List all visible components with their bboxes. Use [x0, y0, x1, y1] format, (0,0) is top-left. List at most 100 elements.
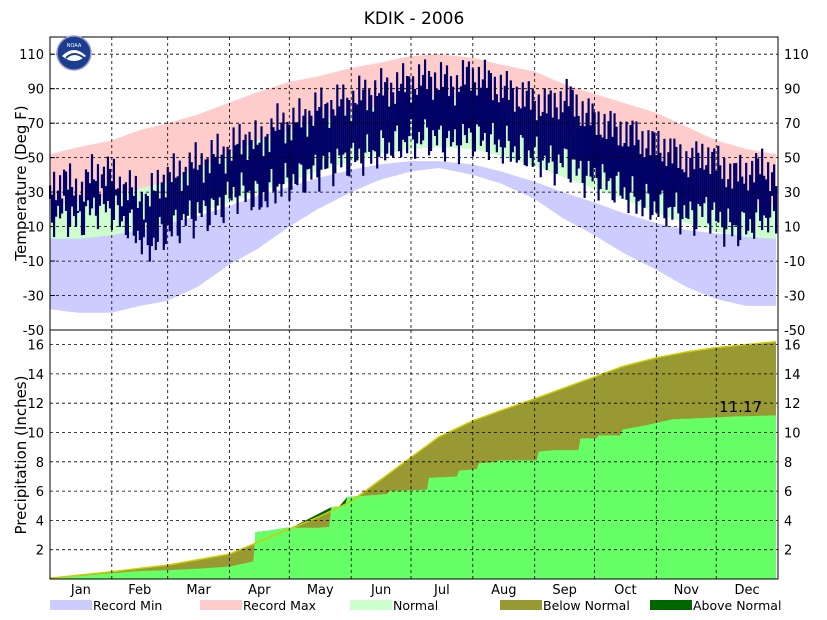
daily-temp-bar	[735, 163, 738, 226]
daily-temp-bar	[358, 75, 361, 149]
month-label: Nov	[674, 583, 700, 598]
temp-ytick-right: -30	[784, 290, 805, 305]
daily-temp-bar	[515, 86, 518, 163]
daily-temp-bar	[543, 88, 546, 156]
daily-temp-bar	[541, 111, 544, 161]
daily-temp-bar	[98, 193, 102, 206]
daily-temp-bar	[248, 131, 251, 191]
temp-ytick-left: 90	[27, 83, 44, 98]
daily-temp-bar	[230, 160, 233, 201]
daily-temp-bar	[427, 71, 431, 156]
daily-temp-bar	[360, 100, 363, 164]
daily-temp-bar	[527, 81, 530, 151]
daily-temp-bar	[447, 96, 451, 131]
daily-temp-bar	[585, 112, 588, 176]
daily-temp-bar	[575, 94, 578, 176]
daily-temp-bar	[607, 121, 610, 181]
daily-temp-bar	[671, 163, 674, 220]
daily-temp-bar	[142, 219, 145, 238]
legend-swatch	[350, 600, 392, 610]
daily-temp-bar	[769, 191, 772, 218]
daily-temp-bar	[761, 148, 764, 231]
daily-temp-bar	[729, 163, 732, 223]
noaa-logo-icon: NOAA	[56, 35, 92, 71]
daily-temp-bar	[629, 125, 632, 193]
daily-temp-bar	[653, 132, 656, 202]
daily-temp-bar	[96, 164, 100, 230]
daily-temp-bar	[467, 61, 471, 129]
daily-temp-bar	[639, 154, 642, 200]
precip-ytick-right: 12	[784, 397, 801, 412]
daily-temp-bar	[465, 66, 469, 143]
daily-temp-bar	[519, 108, 522, 135]
daily-temp-bar	[80, 181, 84, 236]
daily-temp-bar	[240, 154, 243, 173]
precipitation-total-annotation: 11.17	[719, 398, 762, 416]
daily-temp-bar	[218, 163, 221, 198]
daily-temp-bar	[66, 189, 70, 237]
daily-temp-bar	[641, 131, 644, 217]
daily-temp-bar	[491, 100, 494, 123]
daily-temp-bar	[398, 90, 401, 152]
precip-ytick-left: 8	[36, 456, 44, 471]
daily-temp-bar	[402, 63, 405, 140]
legend: Record Min Record Max Normal Below Normal Ab…	[50, 598, 781, 613]
daily-temp-bar	[529, 109, 532, 159]
daily-temp-bar	[62, 169, 66, 196]
daily-temp-bar	[709, 174, 712, 234]
daily-temp-bar	[737, 181, 740, 247]
daily-temp-bar	[188, 152, 191, 201]
legend-swatch	[200, 600, 242, 610]
daily-temp-bar	[771, 172, 774, 196]
daily-temp-bar	[755, 153, 758, 213]
daily-temp-bar	[340, 99, 343, 168]
month-label: Dec	[735, 583, 760, 598]
daily-temp-bar	[731, 188, 734, 237]
daily-temp-bar	[445, 65, 449, 139]
daily-temp-bar	[258, 142, 261, 210]
daily-temp-bar	[615, 126, 618, 176]
daily-temp-bar	[479, 87, 483, 146]
daily-temp-bar	[252, 149, 255, 207]
daily-temp-bar	[130, 187, 133, 210]
daily-temp-bar	[394, 103, 397, 132]
daily-temp-bar	[633, 145, 636, 197]
daily-temp-bar	[561, 112, 564, 168]
daily-temp-bar	[569, 86, 572, 183]
daily-temp-bar	[328, 128, 331, 153]
daily-temp-bar	[334, 115, 337, 174]
daily-temp-bar	[236, 143, 239, 214]
daily-temp-bar	[669, 138, 672, 207]
daily-temp-bar	[623, 143, 626, 188]
daily-temp-bar	[493, 76, 496, 145]
daily-temp-bar	[647, 130, 650, 194]
daily-temp-bar	[591, 103, 594, 182]
daily-temp-bar	[60, 198, 64, 214]
daily-temp-bar	[687, 177, 690, 219]
daily-temp-bar	[226, 146, 229, 182]
daily-temp-bar	[521, 82, 524, 138]
daily-temp-bar	[122, 184, 125, 216]
daily-temp-bar	[723, 158, 726, 247]
daily-temp-bar	[370, 95, 373, 164]
daily-temp-bar	[346, 97, 349, 176]
daily-temp-bar	[475, 95, 479, 125]
precip-ytick-left: 10	[27, 427, 44, 442]
daily-temp-bar	[372, 111, 375, 151]
daily-temp-bar	[579, 125, 582, 161]
daily-temp-bar	[443, 74, 447, 162]
axis-ticks: -50 -50 -30 -30 -10 -10 10 10 30 30 50 50 70 70 90 90 11…	[19, 48, 809, 598]
daily-temp-bar	[691, 147, 694, 211]
daily-temp-bar	[697, 152, 700, 204]
daily-temp-bar	[234, 145, 237, 198]
temperature-ylabel: Temperature (Deg F)	[12, 105, 30, 261]
daily-temp-bar	[292, 107, 295, 175]
daily-temp-bar	[587, 98, 590, 161]
daily-temp-bar	[112, 158, 116, 220]
daily-temp-bar	[715, 171, 718, 222]
daily-temp-bar	[214, 156, 217, 215]
daily-temp-bar	[88, 183, 92, 216]
daily-temp-bar	[675, 146, 678, 193]
month-label: Oct	[614, 583, 636, 598]
daily-temp-bar	[589, 125, 592, 177]
